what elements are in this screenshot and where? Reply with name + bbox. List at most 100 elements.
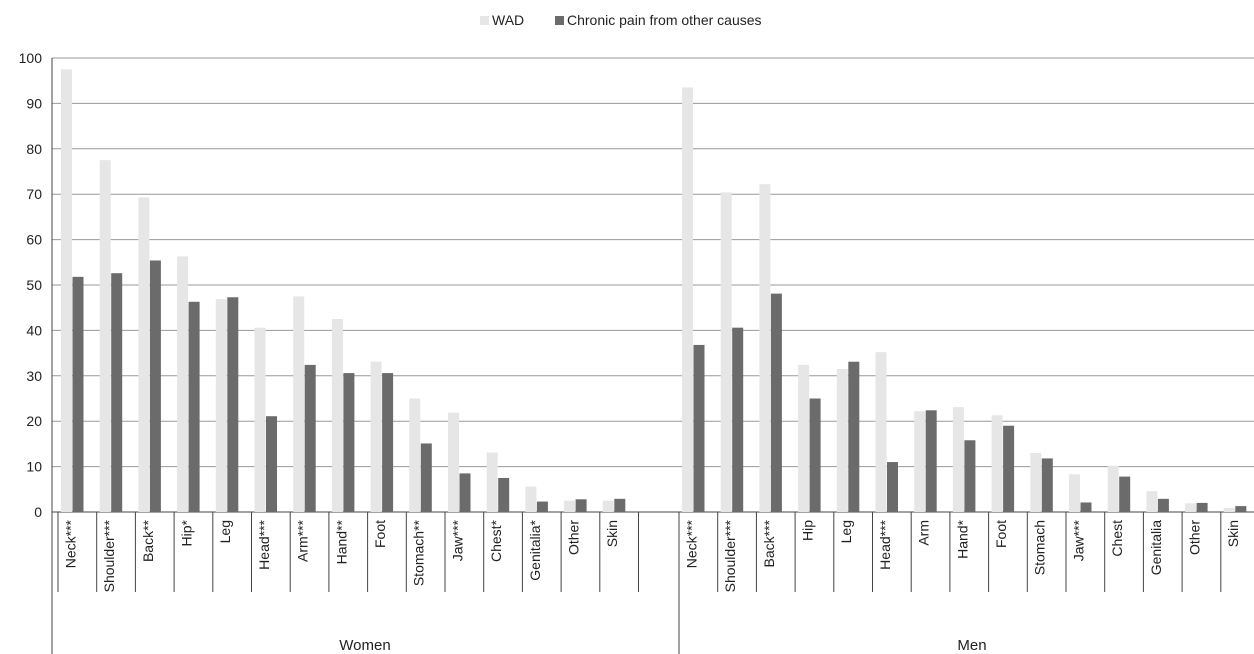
category-label: Arm: [916, 520, 932, 546]
bar-chronic-pain-women-7: [343, 373, 355, 512]
bar-wad-men-2: [759, 184, 771, 512]
bar-wad-women-11: [486, 452, 498, 512]
y-tick-label: 70: [26, 186, 42, 202]
category-label: Hand*: [954, 519, 970, 558]
bar-wad-men-3: [798, 364, 810, 512]
bar-chronic-pain-women-11: [498, 477, 510, 512]
category-label: Jaw***: [449, 519, 465, 561]
legend-label-wad: WAD: [492, 12, 524, 28]
category-label: Skin: [604, 520, 620, 547]
bar-chronic-pain-men-14: [1235, 506, 1247, 512]
bar-wad-women-0: [61, 69, 72, 512]
bar-chronic-pain-men-12: [1157, 498, 1169, 512]
y-tick-label: 10: [26, 459, 42, 475]
category-label: Back**: [140, 519, 156, 562]
category-label: Skin: [1225, 520, 1241, 547]
y-tick-label: 90: [26, 95, 42, 111]
category-label: Hand**: [333, 519, 349, 564]
bar-chronic-pain-women-1: [111, 273, 123, 512]
bar-chronic-pain-men-9: [1041, 458, 1053, 512]
y-axis: 0 10 20 30 40 50 60 70 80 90 100: [19, 50, 53, 520]
bar-chronic-pain-women-4: [227, 297, 239, 512]
category-label: Leg: [838, 520, 854, 543]
bar-chronic-pain-men-6: [925, 410, 937, 512]
y-tick-label: 50: [26, 277, 42, 293]
bars: [61, 69, 1247, 513]
group-label-women: Women: [339, 637, 390, 654]
category-label: Foot: [993, 520, 1009, 548]
bar-wad-women-14: [602, 500, 614, 512]
bar-wad-men-14: [1223, 507, 1235, 512]
legend-label-chronic-pain: Chronic pain from other causes: [567, 12, 762, 28]
bar-wad-women-2: [138, 197, 150, 513]
category-label: Jaw***: [1070, 519, 1086, 561]
y-tick-label: 20: [26, 413, 42, 429]
legend-swatch-chronic-pain: [555, 16, 564, 25]
bar-chronic-pain-women-14: [614, 498, 626, 512]
y-tick-label: 60: [26, 232, 42, 248]
y-tick-label: 80: [26, 141, 42, 157]
bar-chronic-pain-women-9: [420, 443, 432, 512]
legend: WAD Chronic pain from other causes: [480, 12, 762, 28]
category-label: Neck***: [683, 519, 699, 568]
bar-chronic-pain-women-10: [459, 473, 471, 512]
bar-chronic-pain-men-7: [964, 440, 976, 512]
x-axis: Neck*** Shoulder*** Back** Hip* Leg Head*** Ar…: [51, 512, 1241, 654]
category-label: Back***: [761, 519, 777, 567]
category-label: Chest*: [488, 519, 504, 562]
bar-wad-women-7: [331, 319, 343, 512]
bar-chronic-pain-women-12: [536, 501, 548, 512]
bar-chronic-pain-women-5: [266, 416, 277, 512]
bar-wad-men-13: [1185, 503, 1197, 512]
category-label: Shoulder***: [101, 519, 117, 592]
bar-wad-women-10: [448, 412, 459, 512]
bar-wad-women-5: [254, 327, 266, 512]
bar-wad-men-0: [682, 87, 693, 512]
bar-wad-men-11: [1107, 465, 1119, 512]
bar-wad-women-8: [370, 361, 382, 512]
bar-chronic-pain-men-10: [1080, 502, 1092, 512]
gridlines: [52, 57, 1254, 513]
category-label: Hip: [799, 520, 815, 541]
category-label: Neck***: [62, 519, 78, 568]
bar-chronic-pain-women-2: [149, 260, 161, 512]
bar-wad-men-7: [952, 407, 964, 512]
bar-chronic-pain-women-6: [304, 364, 316, 512]
bar-wad-men-1: [720, 192, 732, 512]
category-label: Leg: [217, 520, 233, 543]
bar-wad-women-3: [177, 256, 189, 512]
bar-chronic-pain-men-2: [770, 293, 782, 512]
y-tick-label: 0: [34, 504, 42, 520]
y-tick-label: 100: [19, 50, 43, 66]
bar-wad-men-12: [1146, 491, 1158, 512]
bar-chronic-pain-men-0: [693, 344, 705, 512]
category-label: Other: [1186, 520, 1202, 555]
bar-chronic-pain-men-3: [809, 398, 821, 512]
category-label: Stomach: [1032, 520, 1048, 575]
bar-chronic-pain-women-8: [382, 373, 394, 512]
bar-chronic-pain-women-0: [72, 276, 84, 512]
category-label: Genitalia*: [527, 519, 543, 580]
bar-wad-women-1: [99, 160, 111, 512]
bar-wad-women-12: [525, 486, 537, 512]
bar-wad-men-6: [914, 411, 926, 512]
bar-chronic-pain-men-5: [887, 462, 898, 512]
category-label: Genitalia: [1148, 520, 1164, 575]
bar-wad-men-10: [1069, 474, 1080, 512]
category-label: Foot: [372, 520, 388, 548]
legend-swatch-wad: [480, 16, 489, 25]
category-label: Chest: [1109, 520, 1125, 557]
bar-chronic-pain-men-8: [1003, 425, 1015, 512]
category-label: Head***: [256, 519, 272, 569]
bar-chronic-pain-men-4: [848, 361, 860, 512]
y-tick-label: 30: [26, 368, 42, 384]
category-label: Hip*: [178, 519, 194, 546]
bar-wad-women-4: [215, 299, 227, 512]
category-label: Stomach**: [411, 519, 427, 586]
bar-wad-men-4: [836, 368, 848, 512]
y-tick-label: 40: [26, 322, 42, 338]
bar-wad-women-9: [409, 398, 421, 512]
bar-wad-men-5: [875, 352, 887, 512]
bar-chronic-pain-men-11: [1119, 476, 1131, 512]
